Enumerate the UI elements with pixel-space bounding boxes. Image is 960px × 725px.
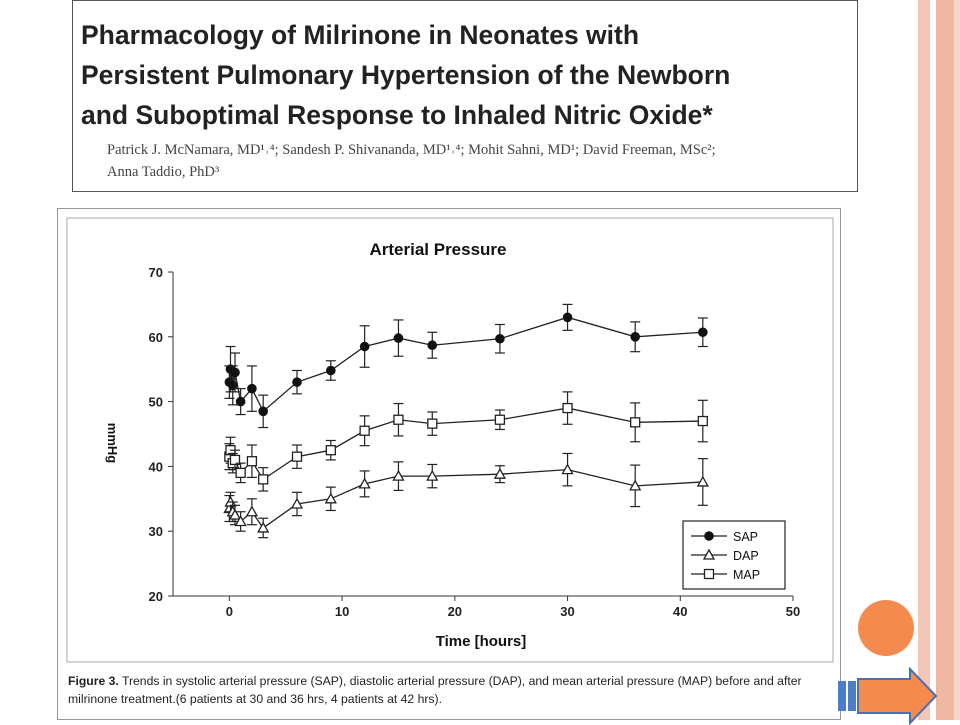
dap-series bbox=[223, 452, 709, 539]
legend-marker-map bbox=[703, 568, 715, 580]
chart-frame bbox=[66, 217, 834, 663]
decorative-stripe bbox=[918, 0, 930, 720]
map-point bbox=[697, 415, 708, 427]
circle-button-icon[interactable] bbox=[858, 600, 914, 656]
right-arrow-icon[interactable] bbox=[838, 667, 938, 725]
authors-line: Patrick J. McNamara, MD¹˒⁴; Sandesh P. S… bbox=[107, 142, 716, 158]
map-point bbox=[630, 417, 641, 428]
y-tick-label: 40 bbox=[149, 459, 163, 474]
decorative-stripe bbox=[936, 0, 954, 720]
map-point bbox=[427, 418, 438, 429]
dap-point bbox=[358, 477, 371, 489]
dap-point bbox=[561, 463, 574, 475]
x-tick-label: 10 bbox=[335, 604, 349, 619]
sap-line bbox=[228, 316, 703, 413]
map-point bbox=[235, 467, 246, 479]
y-tick-label: 70 bbox=[149, 265, 163, 280]
sap-point bbox=[230, 367, 240, 378]
paper-authors: Patrick J. McNamara, MD¹˒⁴; Sandesh P. S… bbox=[107, 139, 716, 183]
sap-point bbox=[326, 365, 336, 376]
dap-point bbox=[257, 521, 270, 533]
dap-point bbox=[290, 497, 304, 509]
map-point bbox=[359, 425, 370, 436]
map-series bbox=[224, 391, 708, 492]
sap-point bbox=[698, 327, 708, 338]
legend-label-sap: SAP bbox=[733, 530, 758, 544]
sap-point bbox=[247, 383, 257, 394]
y-tick-label: 20 bbox=[149, 589, 163, 604]
sap-point bbox=[562, 312, 573, 323]
x-tick-label: 20 bbox=[448, 604, 462, 619]
map-point bbox=[393, 414, 404, 425]
y-tick-label: 30 bbox=[149, 524, 163, 539]
x-tick-label: 40 bbox=[673, 604, 687, 619]
paper-title-line: and Suboptimal Response to Inhaled Nitri… bbox=[81, 100, 713, 130]
x-tick-label: 50 bbox=[786, 604, 800, 619]
paper-header-image: Pharmacology of Milrinone in Neonates wi… bbox=[72, 0, 858, 192]
legend-label-dap: DAP bbox=[733, 549, 759, 563]
sap-point bbox=[292, 377, 302, 387]
legend-label-map: MAP bbox=[733, 568, 760, 582]
decorative-stripe bbox=[954, 0, 960, 720]
map-point bbox=[325, 445, 336, 456]
map-point bbox=[562, 402, 573, 414]
authors-line: Anna Taddio, PhD³ bbox=[107, 164, 220, 180]
y-axis-label: mmHg bbox=[105, 423, 120, 464]
figure-image: Arterial Pressure 0 10 20 30 40 50 20 30 40 50 60 7… bbox=[57, 208, 841, 720]
dap-point bbox=[493, 467, 507, 479]
sap-point bbox=[427, 340, 438, 351]
paper-title-line: Pharmacology of Milrinone in Neonates wi… bbox=[81, 20, 640, 50]
dap-point bbox=[228, 508, 242, 520]
sap-series bbox=[224, 303, 708, 429]
legend-marker-dap bbox=[702, 548, 716, 560]
map-point bbox=[229, 454, 241, 466]
chart-legend: SAP DAP MAP bbox=[682, 520, 786, 590]
map-point bbox=[258, 474, 269, 485]
chart-title: Arterial Pressure bbox=[369, 240, 506, 259]
dap-point bbox=[696, 475, 709, 487]
caption-label: Figure 3. bbox=[68, 674, 119, 688]
sap-point bbox=[393, 333, 404, 343]
x-axis-label: Time [hours] bbox=[436, 633, 527, 650]
x-tick-label: 30 bbox=[560, 604, 574, 619]
sap-point bbox=[258, 406, 268, 417]
paper-title-line: Persistent Pulmonary Hypertension of the… bbox=[81, 60, 731, 90]
x-tick-label: 0 bbox=[226, 604, 233, 619]
y-tick-label: 60 bbox=[149, 330, 163, 345]
dap-line bbox=[228, 468, 703, 529]
dap-point bbox=[324, 492, 337, 504]
sap-point bbox=[495, 333, 505, 344]
figure-caption: Figure 3. Trends in systolic arterial pr… bbox=[68, 672, 838, 708]
dap-point bbox=[426, 469, 439, 481]
map-point bbox=[246, 456, 258, 467]
map-point bbox=[494, 414, 506, 425]
caption-text: Trends in systolic arterial pressure (SA… bbox=[68, 674, 802, 706]
arterial-pressure-chart: Arterial Pressure 0 10 20 30 40 50 20 30 40 50 60 7… bbox=[66, 217, 834, 663]
decorative-stripe bbox=[930, 0, 936, 720]
map-point bbox=[291, 451, 303, 462]
y-tick-label: 50 bbox=[149, 395, 163, 410]
paper-title: Pharmacology of Milrinone in Neonates wi… bbox=[81, 15, 730, 135]
sap-point bbox=[235, 396, 246, 407]
legend-marker-sap bbox=[704, 531, 714, 541]
dap-point bbox=[629, 479, 642, 491]
sap-point bbox=[359, 341, 370, 352]
sap-point bbox=[630, 332, 640, 342]
dap-point bbox=[234, 515, 247, 527]
dap-point bbox=[245, 505, 259, 517]
dap-point bbox=[392, 469, 405, 481]
